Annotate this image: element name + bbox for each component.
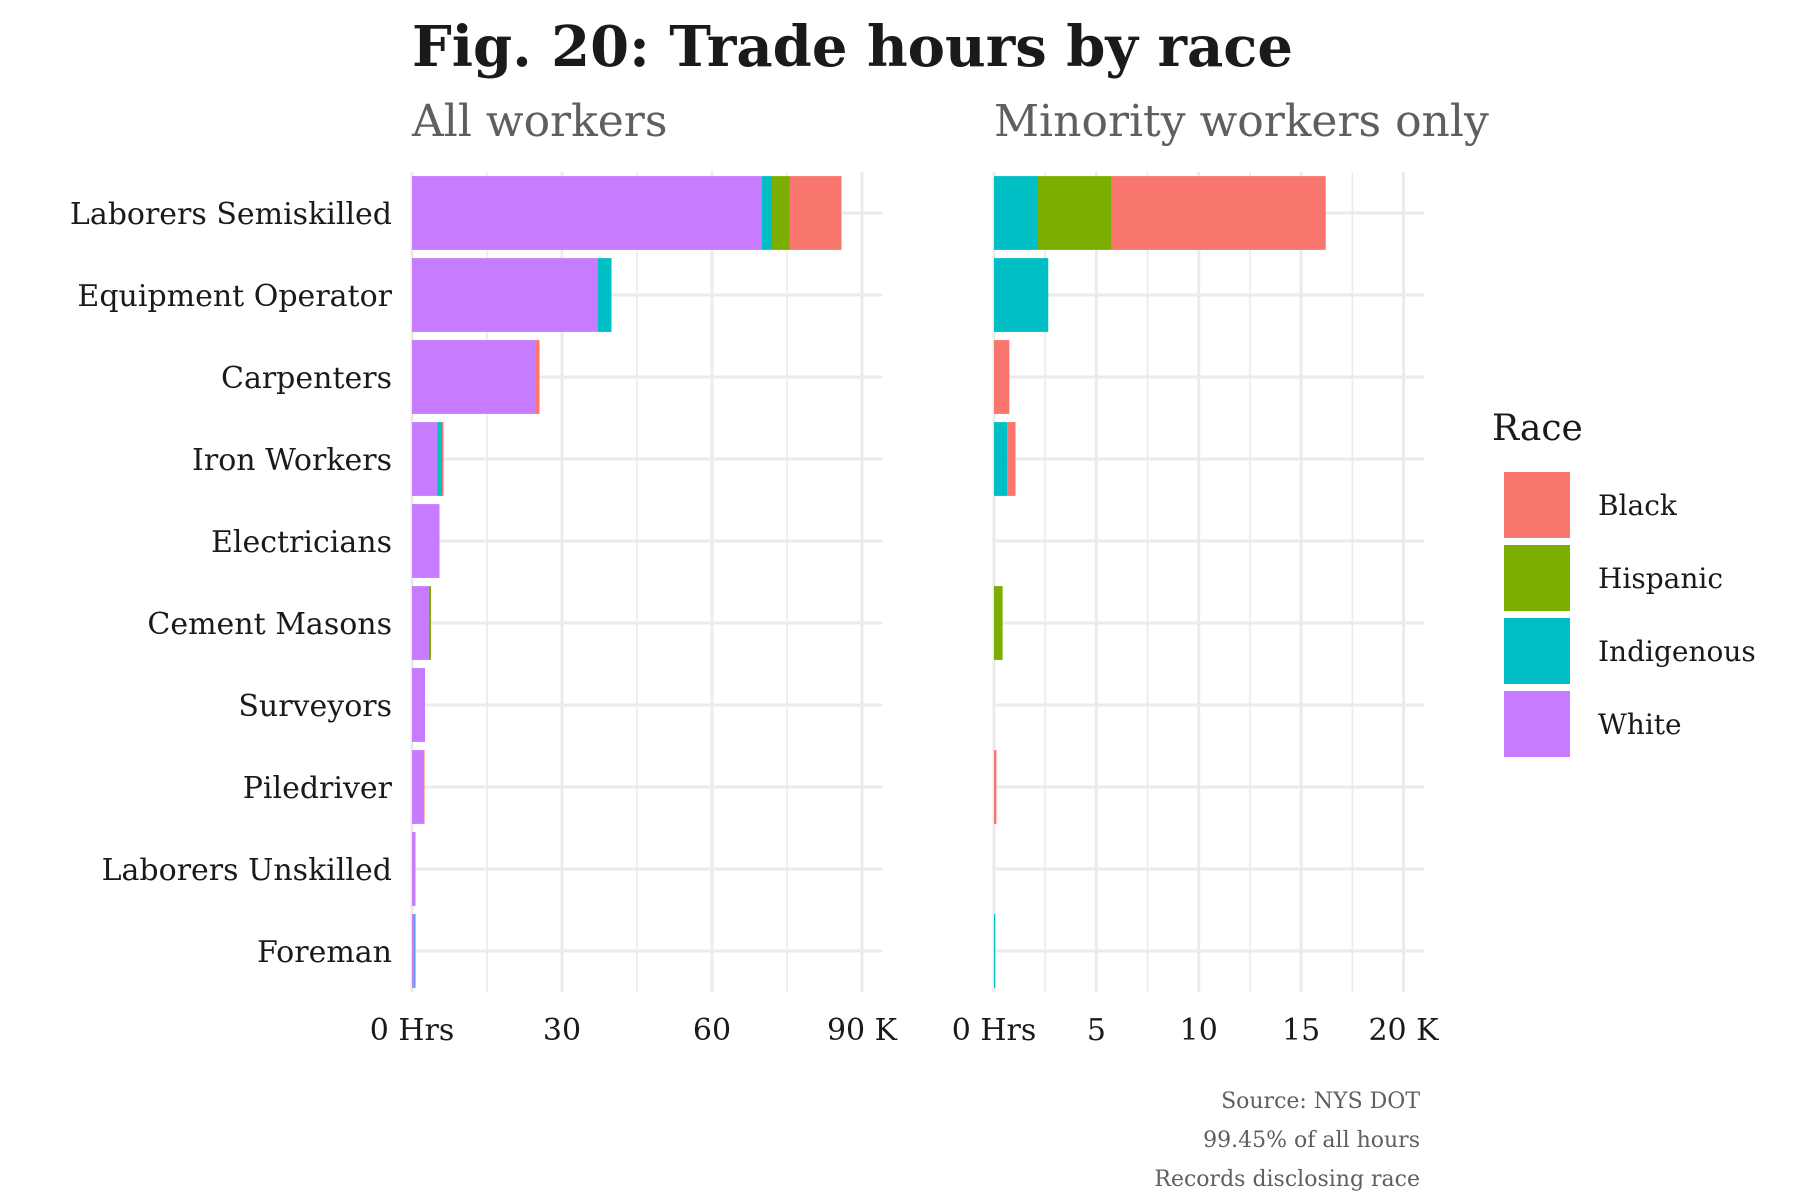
bars-minority-workers <box>994 176 1326 988</box>
caption-records: Records disclosing race <box>1154 1167 1420 1192</box>
panel-minority-workers: Minority workers only 0 Hrs 5 10 15 20 K <box>952 96 1489 1048</box>
category-labels: Laborers Semiskilled Equipment Operator Ca… <box>70 197 393 970</box>
panel-subtitle-minority-workers: Minority workers only <box>994 96 1489 147</box>
chart-title: Fig. 20: Trade hours by race <box>412 14 1293 80</box>
category-label-surveyors: Surveyors <box>238 689 392 724</box>
category-label-cement-masons: Cement Masons <box>147 607 392 642</box>
bar-minority-workers-laborers-semiskilled-indigenous <box>994 176 1039 250</box>
x-ticks-all-workers: 0 Hrs 30 60 90 K <box>370 1013 898 1048</box>
bar-all-workers-electricians-white <box>412 504 440 578</box>
legend-swatch-indigenous <box>1504 618 1570 684</box>
caption-source: Source: NYS DOT <box>1221 1089 1420 1114</box>
bar-all-workers-laborers-semiskilled-black <box>789 176 842 250</box>
x-tick-label: 20 K <box>1368 1013 1439 1048</box>
x-tick-label: 5 <box>1087 1013 1106 1048</box>
panel-all-workers: All workers 0 Hrs 30 60 90 K <box>370 96 898 1048</box>
category-label-foreman: Foreman <box>257 935 392 970</box>
category-label-equipment-operator: Equipment Operator <box>77 279 392 314</box>
category-label-electricians: Electricians <box>211 525 392 560</box>
bar-all-workers-laborers-semiskilled-white <box>412 176 762 250</box>
bar-minority-workers-foreman-indigenous <box>994 914 996 988</box>
category-label-carpenters: Carpenters <box>221 361 392 396</box>
legend-label-indigenous: Indigenous <box>1598 635 1756 668</box>
x-ticks-minority-workers: 0 Hrs 5 10 15 20 K <box>952 1013 1439 1048</box>
bar-all-workers-laborers-unskilled-white <box>412 832 416 906</box>
x-tick-label: 0 Hrs <box>952 1013 1037 1048</box>
legend: Race Black Hispanic Indigenous White <box>1492 408 1756 757</box>
bar-all-workers-piledriver-black <box>423 750 425 824</box>
bar-all-workers-iron-workers-black <box>442 422 444 496</box>
x-tick-label: 10 <box>1180 1013 1218 1048</box>
bar-all-workers-iron-workers-indigenous <box>437 422 442 496</box>
bar-all-workers-iron-workers-white <box>412 422 438 496</box>
x-tick-label: 60 <box>693 1013 731 1048</box>
legend-swatch-white <box>1504 691 1570 757</box>
legend-label-black: Black <box>1598 489 1678 522</box>
legend-swatch-black <box>1504 472 1570 538</box>
bar-minority-workers-cement-masons-hispanic <box>994 586 1003 660</box>
legend-title: Race <box>1492 408 1583 449</box>
bar-all-workers-equipment-operator-white <box>412 258 598 332</box>
bar-all-workers-carpenters-black <box>536 340 540 414</box>
bar-minority-workers-carpenters-black <box>994 340 1010 414</box>
bar-all-workers-piledriver-white <box>412 750 424 824</box>
x-tick-label: 30 <box>543 1013 581 1048</box>
category-label-laborers-semiskilled: Laborers Semiskilled <box>70 197 392 232</box>
category-label-piledriver: Piledriver <box>243 771 393 806</box>
bar-all-workers-surveyors-white <box>412 668 425 742</box>
bar-all-workers-cement-masons-white <box>412 586 429 660</box>
bar-minority-workers-iron-workers-black <box>1007 422 1016 496</box>
category-label-laborers-unskilled: Laborers Unskilled <box>102 853 392 888</box>
caption: Source: NYS DOT 99.45% of all hours Reco… <box>1154 1089 1420 1192</box>
legend-label-white: White <box>1598 708 1682 741</box>
bars-all-workers <box>412 176 842 988</box>
bar-minority-workers-equipment-operator-indigenous <box>994 258 1049 332</box>
x-tick-label: 15 <box>1282 1013 1320 1048</box>
bar-all-workers-laborers-semiskilled-hispanic <box>772 176 790 250</box>
bar-all-workers-equipment-operator-indigenous <box>598 258 612 332</box>
legend-label-hispanic: Hispanic <box>1598 562 1723 595</box>
grid-minority-workers <box>992 172 1424 992</box>
bar-minority-workers-iron-workers-indigenous <box>994 422 1008 496</box>
bar-all-workers-foreman-indigenous <box>414 914 416 988</box>
bar-minority-workers-laborers-semiskilled-hispanic <box>1038 176 1112 250</box>
panel-subtitle-all-workers: All workers <box>411 96 667 147</box>
bar-all-workers-cement-masons-hispanic <box>429 586 431 660</box>
category-label-iron-workers: Iron Workers <box>192 443 392 478</box>
bar-minority-workers-laborers-semiskilled-black <box>1111 176 1326 250</box>
bar-all-workers-carpenters-white <box>412 340 536 414</box>
legend-swatch-hispanic <box>1504 545 1570 611</box>
x-tick-label: 90 K <box>827 1013 898 1048</box>
bar-all-workers-laborers-semiskilled-indigenous <box>762 176 772 250</box>
bar-all-workers-foreman-white <box>412 914 415 988</box>
caption-share: 99.45% of all hours <box>1203 1128 1420 1153</box>
x-tick-label: 0 Hrs <box>370 1013 455 1048</box>
bar-minority-workers-piledriver-black <box>994 750 997 824</box>
